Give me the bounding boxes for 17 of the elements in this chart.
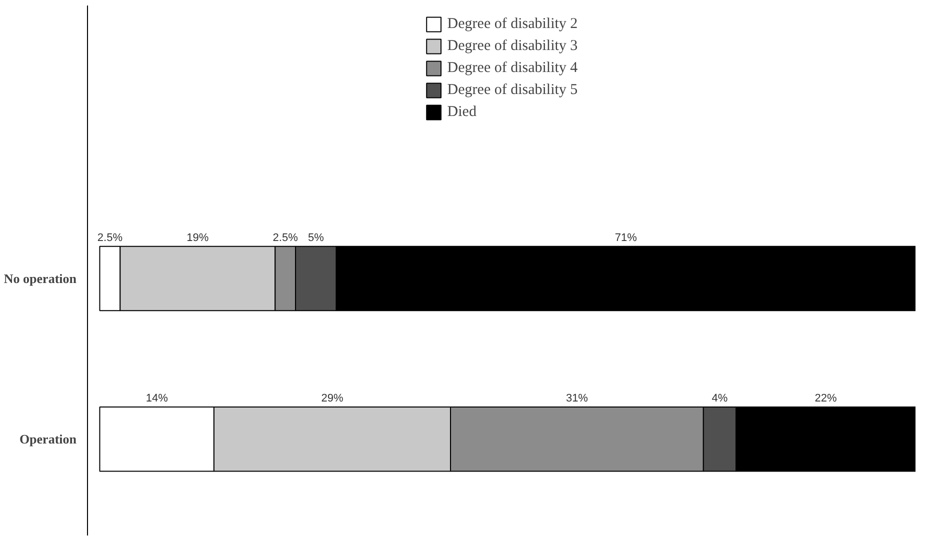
legend-label: Died xyxy=(447,104,476,120)
legend-label: Degree of disability 5 xyxy=(447,82,578,98)
y-tick-label: Operation xyxy=(19,432,78,447)
legend-label: Degree of disability 4 xyxy=(447,60,578,76)
y-tick-label: No operation xyxy=(4,271,78,286)
data-label: 4% xyxy=(712,392,728,405)
data-label: 5% xyxy=(308,232,324,244)
legend-label: Degree of disability 3 xyxy=(447,38,578,54)
data-label: 22% xyxy=(814,392,837,405)
data-label: 14% xyxy=(146,392,168,405)
data-label: 29% xyxy=(321,392,344,405)
data-label: 2.5% xyxy=(97,232,123,244)
data-label: 2.5% xyxy=(272,232,298,244)
data-label: 71% xyxy=(614,232,638,244)
data-label: 19% xyxy=(186,232,209,244)
data-label: 31% xyxy=(566,392,588,405)
legend-label: Degree of disability 2 xyxy=(447,16,578,32)
